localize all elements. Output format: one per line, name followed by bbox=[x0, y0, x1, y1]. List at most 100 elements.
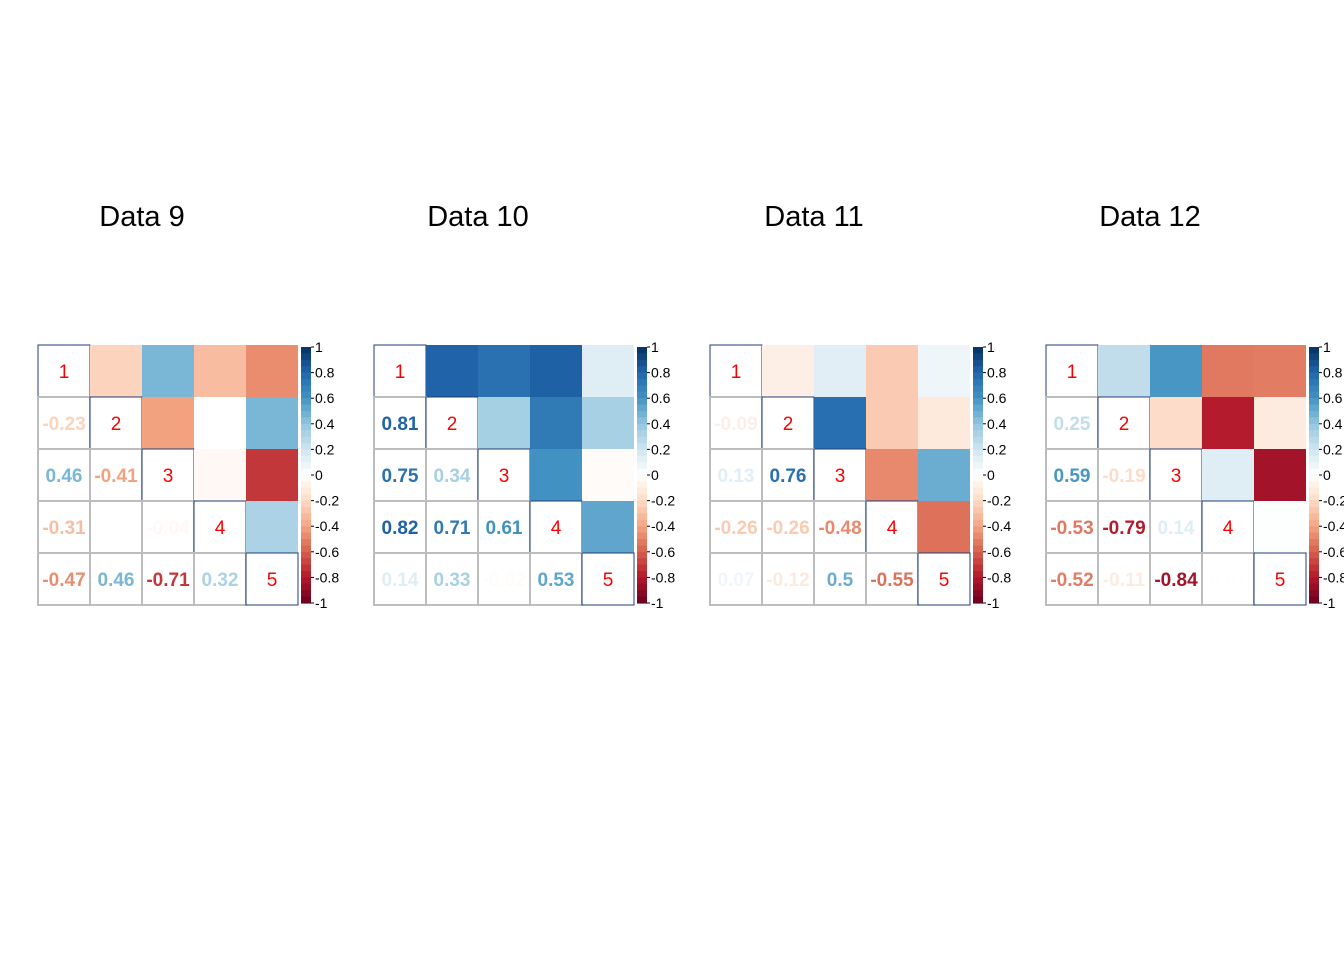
correlation-tile bbox=[1098, 345, 1150, 397]
diagonal-cell bbox=[581, 552, 635, 606]
correlation-value-label: 0.33 bbox=[434, 570, 471, 591]
number-cell bbox=[89, 500, 143, 554]
colorbar-segment bbox=[973, 513, 983, 521]
colorbar-tick-label: 0.4 bbox=[1323, 416, 1343, 432]
colorbar-segment bbox=[1309, 411, 1319, 418]
variable-label: 1 bbox=[1067, 362, 1078, 383]
colorbar-segment bbox=[1309, 391, 1319, 399]
correlation-value-label: -0.31 bbox=[42, 518, 86, 539]
colorbar-tick-label: -1 bbox=[315, 595, 328, 611]
colorbar-segment bbox=[637, 481, 647, 489]
correlation-value-label: -0.02 bbox=[482, 570, 525, 591]
colorbar-segment bbox=[1309, 596, 1319, 604]
colorbar-tick-label: 0.4 bbox=[987, 416, 1007, 432]
correlation-value-label: 0.75 bbox=[382, 466, 419, 487]
correlation-tile bbox=[530, 397, 582, 449]
correlation-value-label: -0.47 bbox=[42, 570, 85, 591]
colorbar-segment bbox=[301, 417, 311, 425]
colorbar-tick-label: 0.8 bbox=[315, 365, 335, 381]
colorbar-segment bbox=[973, 558, 983, 566]
colorbar-segment bbox=[973, 507, 983, 514]
correlation-value-label: 0.34 bbox=[434, 466, 471, 487]
number-cell bbox=[141, 552, 195, 606]
correlation-value-label: -0.19 bbox=[1102, 466, 1145, 487]
colorbar-segment bbox=[301, 532, 311, 540]
colorbar-tick-label: 0.8 bbox=[651, 365, 671, 381]
colorbar-segment bbox=[301, 583, 311, 591]
colorbar-tick-label: -0.4 bbox=[1323, 518, 1344, 534]
colorbar-segment bbox=[301, 372, 311, 380]
colorbar-segment bbox=[637, 526, 647, 534]
colorbar-tick-label: 0.8 bbox=[987, 365, 1007, 381]
colorbar-segment bbox=[637, 391, 647, 399]
colorbar-segment bbox=[637, 436, 647, 444]
colorbar-segment bbox=[973, 436, 983, 444]
colorbar-tick-label: -1 bbox=[651, 595, 664, 611]
diagonal-cell bbox=[37, 344, 91, 398]
correlation-tile bbox=[918, 397, 970, 449]
number-cell bbox=[865, 552, 919, 606]
colorbar-segment bbox=[973, 475, 983, 482]
correlation-tile bbox=[246, 449, 298, 501]
colorbar-segment bbox=[1309, 379, 1319, 386]
correlation-value-label: -0.11 bbox=[1103, 570, 1146, 591]
colorbar-segment bbox=[973, 347, 983, 354]
colorbar-segment bbox=[301, 347, 311, 354]
number-cell bbox=[761, 552, 815, 606]
correlation-tile bbox=[1254, 345, 1306, 397]
panel-title: Data 12 bbox=[1099, 201, 1201, 233]
variable-label: 3 bbox=[1171, 466, 1182, 487]
correlation-value-label: 0.59 bbox=[1054, 466, 1091, 487]
colorbar-segment bbox=[973, 366, 983, 374]
colorbar-segment bbox=[637, 583, 647, 591]
colorbar-segment bbox=[301, 404, 311, 412]
correlation-tile bbox=[246, 397, 298, 449]
variable-label: 1 bbox=[395, 362, 406, 383]
colorbar-segment bbox=[637, 545, 647, 553]
colorbar-tick-label: 0.4 bbox=[651, 416, 671, 432]
diagonal-cell bbox=[141, 448, 195, 502]
correlation-value-label: 0.32 bbox=[202, 570, 239, 591]
colorbar-segment bbox=[301, 577, 311, 585]
colorbar-segment bbox=[301, 596, 311, 604]
correlation-value-label: -0.48 bbox=[818, 518, 861, 539]
variable-label: 4 bbox=[551, 518, 562, 539]
diagonal-cell bbox=[1097, 396, 1151, 450]
colorbar-segment bbox=[973, 430, 983, 438]
colorbar-segment bbox=[637, 430, 647, 438]
correlation-tile bbox=[866, 345, 918, 397]
panel-title: Data 10 bbox=[427, 201, 529, 233]
colorbar-tick-label: -0.8 bbox=[987, 569, 1011, 585]
variable-label: 3 bbox=[163, 466, 174, 487]
colorbar-segment bbox=[637, 507, 647, 514]
variable-label: 3 bbox=[835, 466, 846, 487]
correlation-value-label: 0.13 bbox=[718, 466, 755, 487]
colorbar-segment bbox=[301, 551, 311, 559]
correlation-tile bbox=[530, 449, 582, 501]
colorbar-segment bbox=[973, 385, 983, 393]
colorbar-tick-label: 0.2 bbox=[1323, 441, 1343, 457]
colorbar-segment bbox=[637, 558, 647, 566]
colorbar-segment bbox=[973, 545, 983, 553]
colorbar-segment bbox=[973, 564, 983, 572]
number-cell bbox=[1149, 552, 1203, 606]
number-cell bbox=[1045, 500, 1099, 554]
colorbar-segment bbox=[1309, 545, 1319, 553]
colorbar-segment bbox=[301, 590, 311, 598]
colorbar-tick-label: -0.4 bbox=[315, 518, 339, 534]
colorbar-segment bbox=[973, 359, 983, 367]
colorbar-segment bbox=[973, 449, 983, 457]
colorbar-tick-label: -0.6 bbox=[651, 544, 675, 560]
correlation-tile bbox=[866, 397, 918, 449]
colorbar-segment bbox=[973, 583, 983, 591]
colorbar-segment bbox=[973, 571, 983, 578]
colorbar-segment bbox=[301, 494, 311, 502]
correlation-value-label: -0.26 bbox=[766, 518, 809, 539]
colorbar-segment bbox=[1309, 507, 1319, 514]
colorbar-segment bbox=[1309, 347, 1319, 354]
correlation-value-label: -0.55 bbox=[870, 570, 914, 591]
colorbar-segment bbox=[637, 519, 647, 527]
colorbar-segment bbox=[637, 353, 647, 361]
colorbar-tick-label: 1 bbox=[1323, 339, 1331, 355]
colorbar-tick-label: -0.8 bbox=[315, 569, 339, 585]
